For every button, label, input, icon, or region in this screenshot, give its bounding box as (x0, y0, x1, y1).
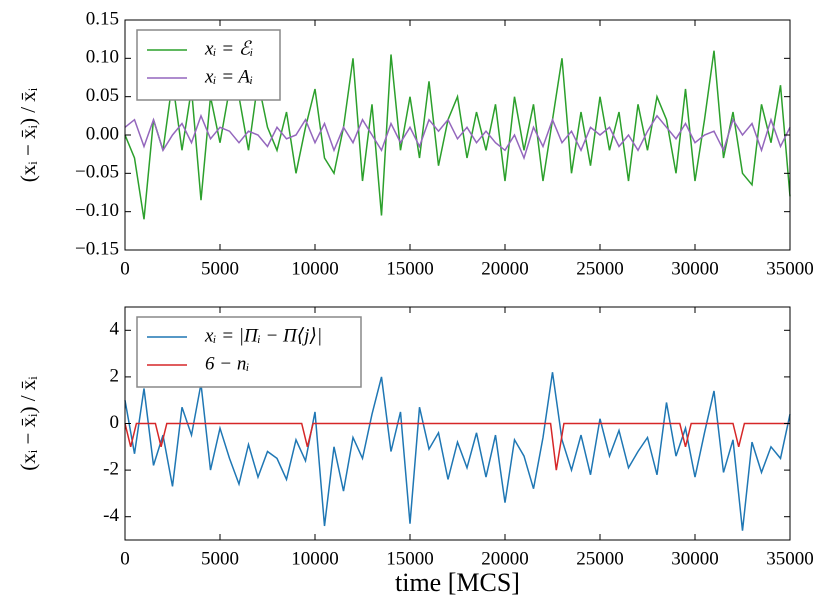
y-tick-label: 2 (110, 365, 120, 386)
legend: xᵢ = ℰᵢ xᵢ = Aᵢ (136, 29, 281, 101)
x-tick-label: 15000 (386, 258, 434, 279)
legend-label: xᵢ = ℰᵢ (204, 38, 253, 59)
x-tick-label: 0 (120, 258, 130, 279)
legend-label: xᵢ = Aᵢ (204, 66, 253, 87)
series-line (124, 422, 790, 471)
x-tick-label: 35000 (766, 258, 814, 279)
y-tick-label: −0.15 (75, 238, 119, 259)
x-tick-label: 30000 (671, 258, 719, 279)
x-tick-label: 0 (120, 548, 130, 569)
x-tick-label: 30000 (671, 548, 719, 569)
x-tick-label: 25000 (576, 258, 624, 279)
series-line (124, 372, 791, 531)
legend-frame (136, 29, 281, 101)
x-tick-label: 10000 (291, 258, 339, 279)
legend-label: 6 − nᵢ (205, 353, 249, 374)
x-tick-label: 15000 (386, 548, 434, 569)
legend: xᵢ = |Πᵢ − Π⟨j⟩| 6 − nᵢ (136, 316, 362, 388)
y-tick-label: -4 (103, 505, 119, 526)
x-tick-label: 5000 (201, 548, 239, 569)
x-tick-label: 10000 (291, 548, 339, 569)
y-tick-label: 0.00 (86, 123, 119, 144)
y-tick-label: 0.15 (86, 8, 119, 29)
y-axis-label: (xᵢ − x̄ᵢ) / x̄ᵢ (16, 87, 40, 182)
y-axis-label: (xᵢ − x̄ᵢ) / x̄ᵢ (16, 376, 40, 471)
y-tick-label: 0.10 (86, 47, 119, 68)
x-tick-label: 5000 (201, 258, 239, 279)
y-tick-label: 4 (110, 319, 120, 340)
y-tick-label: −0.05 (75, 162, 119, 183)
x-tick-label: 25000 (576, 548, 624, 569)
x-axis-label: time [MCS] (395, 568, 520, 597)
x-tick-label: 35000 (766, 548, 814, 569)
series-line (124, 113, 791, 161)
x-tick-label: 20000 (481, 258, 529, 279)
y-tick-label: -2 (103, 458, 119, 479)
legend-frame (136, 316, 362, 388)
x-tick-label: 20000 (481, 548, 529, 569)
legend-label: xᵢ = |Πᵢ − Π⟨j⟩| (204, 325, 322, 346)
y-tick-label: 0.05 (86, 85, 119, 106)
y-tick-label: 0 (110, 412, 120, 433)
y-tick-label: −0.10 (75, 200, 119, 221)
